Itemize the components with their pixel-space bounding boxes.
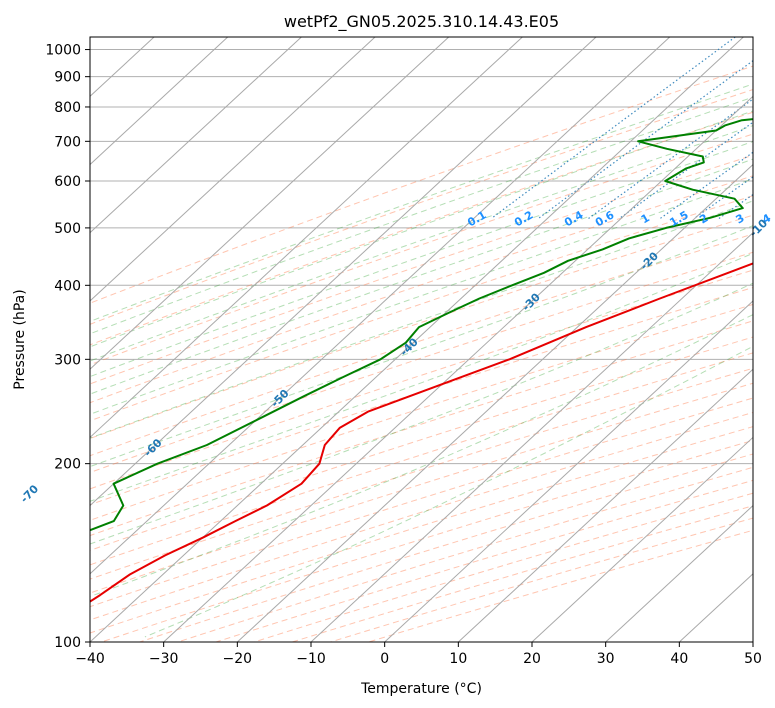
dry-adiabat-line xyxy=(90,133,753,366)
x-tick-label: 30 xyxy=(597,651,615,667)
dry-adiabat-line xyxy=(90,269,753,490)
isotherm-line xyxy=(90,37,597,507)
dry-adiabat-line xyxy=(177,466,753,642)
mixing-ratio-lines xyxy=(490,37,753,219)
y-tick-label: 900 xyxy=(54,70,81,86)
isotherm-line xyxy=(163,95,753,642)
isotherm-line xyxy=(90,37,523,439)
plot-frame xyxy=(89,36,754,643)
isotherm-line xyxy=(90,37,671,575)
moist-adiabat-line xyxy=(90,96,753,335)
isotherm-line xyxy=(457,368,753,642)
dewpoint-profile-line xyxy=(90,118,753,532)
y-tick-label: 100 xyxy=(54,635,81,651)
moist-adiabat-line xyxy=(90,158,753,395)
dry-adiabat-line xyxy=(90,336,753,551)
dry-adiabat-line xyxy=(292,505,753,642)
moist-adiabat-line xyxy=(90,252,753,502)
isotherms xyxy=(90,37,753,642)
moist-adiabat-line xyxy=(90,282,753,545)
dry-adiabat-line xyxy=(90,286,753,506)
dry-adiabat-line xyxy=(90,251,753,474)
moist-adiabat-line xyxy=(90,83,753,322)
y-tick-label: 800 xyxy=(54,100,81,116)
temperature-profile-line xyxy=(90,262,753,603)
dry-adiabats xyxy=(90,65,753,642)
x-tick-label: 40 xyxy=(670,651,688,667)
isotherm-line xyxy=(90,37,744,642)
dry-adiabat-line xyxy=(90,352,753,566)
mixing-ratio-line xyxy=(619,121,753,219)
y-tick-label: 1000 xyxy=(45,43,81,59)
x-tick-label: −40 xyxy=(75,651,105,667)
x-tick-label: 10 xyxy=(449,651,467,667)
isotherm-line xyxy=(236,163,753,642)
y-tick-label: 500 xyxy=(54,221,81,237)
x-tick-label: 20 xyxy=(523,651,541,667)
x-tick-label: 0 xyxy=(380,651,389,667)
y-tick-label: 700 xyxy=(54,134,81,150)
moist-adiabat-line xyxy=(144,345,753,638)
isotherm-line xyxy=(605,504,753,642)
dry-adiabat-line xyxy=(90,382,753,594)
x-tick-label: −20 xyxy=(223,651,253,667)
dry-adiabat-line xyxy=(90,367,753,580)
moist-adiabat-line xyxy=(90,110,753,348)
isotherm-line xyxy=(90,37,376,302)
dry-adiabat-line xyxy=(90,320,753,537)
y-tick-label: 300 xyxy=(54,352,81,368)
moist-adiabat-line xyxy=(90,178,753,415)
dry-adiabat-line xyxy=(330,517,753,642)
y-tick-label: 400 xyxy=(54,278,81,294)
dry-adiabat-line xyxy=(139,453,753,642)
dry-adiabat-line xyxy=(215,479,753,642)
isotherm-line xyxy=(531,436,753,642)
x-tick-label: 50 xyxy=(744,651,762,667)
x-tick-label: −10 xyxy=(296,651,326,667)
x-tick-label: −30 xyxy=(149,651,179,667)
y-axis-title: Pressure (hPa) xyxy=(12,289,28,389)
isotherm-line xyxy=(384,300,753,642)
axes: −40 −30 −20 −10 0 10 20 30 40 50 100 200 300 400 500 60… xyxy=(45,43,762,667)
moist-adiabats xyxy=(90,83,753,638)
isotherm-line xyxy=(90,37,302,234)
isotherm-line xyxy=(90,37,450,370)
y-tick-label: 600 xyxy=(54,174,81,190)
moist-adiabat-line xyxy=(90,125,753,362)
chart-title: wetPf2_GN05.2025.310.14.43.E05 xyxy=(284,12,559,32)
isotherm-line xyxy=(310,232,753,642)
y-tick-label: 200 xyxy=(54,457,81,473)
dry-adiabat-line xyxy=(90,89,753,325)
isotherm-line xyxy=(90,37,229,166)
mixing-ratio-line xyxy=(490,37,736,219)
x-axis-title: Temperature (°C) xyxy=(360,681,482,697)
dry-adiabat-line xyxy=(254,492,753,642)
sounding-series xyxy=(90,118,753,603)
grid-layer xyxy=(90,49,753,642)
dry-adiabat-line xyxy=(90,111,753,346)
